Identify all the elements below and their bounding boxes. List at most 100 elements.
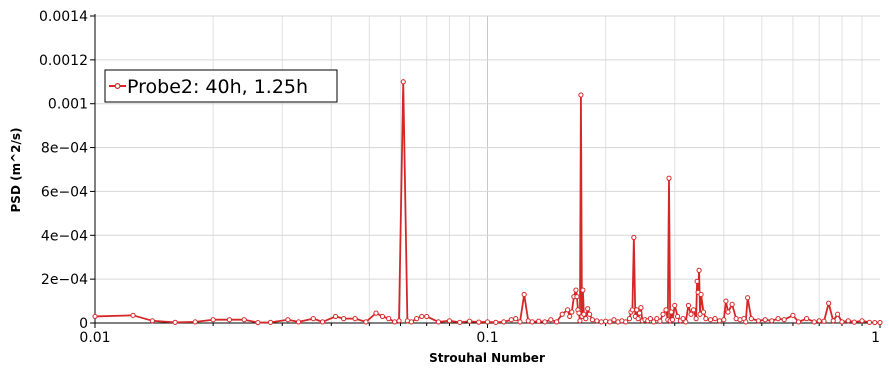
data-point [341,316,347,322]
y-tick-label: 0.001 [48,97,88,113]
data-point [542,319,548,325]
data-point [565,307,571,313]
data-point [583,316,589,322]
data-point [712,316,718,322]
data-point [267,319,274,325]
data-point [660,311,666,317]
data-point [352,316,358,322]
data-point [748,316,754,322]
data-point [851,319,857,325]
data-point [400,79,406,85]
data-point [688,311,694,317]
data-point [700,309,707,315]
data-point [725,309,731,315]
data-point [386,316,392,322]
data-point [573,287,579,293]
data-point [835,311,841,317]
data-point [585,306,591,312]
y-tick-label: 6e−04 [41,184,88,200]
y-tick-label: 0 [79,316,88,332]
data-point [574,294,580,300]
data-point [703,316,709,322]
data-point [872,319,878,326]
data-point [631,234,637,241]
data-point [192,319,198,325]
data-point [821,318,827,324]
data-point [536,318,542,324]
data-point [285,317,291,323]
data-point [781,317,787,323]
data-point [493,319,499,325]
tick-labels: 0 2e−04 4e−04 6e−04 8e−04 0.001 0.0012 0.0014 0.… [39,9,880,346]
data-point [424,313,430,320]
data-point [762,317,768,323]
data-point [654,316,660,322]
data-point [569,309,575,315]
data-point [729,301,735,307]
y-tick-label: 2e−04 [41,272,88,288]
legend-box [104,69,338,103]
data-point [636,310,643,316]
y-tick-label: 8e−04 [41,141,88,157]
data-point [634,307,640,313]
data-point [723,298,729,304]
data-point [769,318,775,324]
data-point [674,313,681,320]
data-point [693,316,699,322]
data-point [548,317,554,323]
data-point [594,318,600,324]
data-point [319,319,326,325]
data-point [414,316,420,322]
x-axis-label: Strouhal Number [429,351,545,365]
data-point [255,319,261,326]
data-point [332,313,339,320]
data-point [508,317,514,323]
data-point [672,302,678,309]
data-point [419,313,425,320]
data-point [607,319,613,325]
data-point [466,318,473,324]
data-point [626,316,633,322]
data-point [629,307,636,313]
data-point [580,287,586,293]
data-point [295,319,302,325]
data-point [635,316,641,322]
y-tick-label: 0.0012 [39,53,88,69]
data-point [683,319,689,325]
data-point [476,319,482,325]
data-point [130,312,136,318]
data-point [663,307,669,313]
data-point [210,317,216,323]
y-axis-label: PSD (m^2/s) [9,128,23,213]
data-point [149,318,155,324]
data-point [603,318,609,324]
data-point [581,311,587,317]
data-point [775,316,781,322]
data-point [446,318,453,324]
data-point [743,319,749,325]
data-point [598,319,604,325]
grid-lines [94,15,880,324]
data-point [576,310,582,316]
data-point [680,316,686,322]
y-tick-label: 4e−04 [41,228,88,244]
data-point [866,319,873,325]
data-point [859,318,865,324]
data-point [241,317,247,323]
data-point [745,295,751,301]
data-point [707,317,714,323]
data-point [690,307,697,313]
data-point [484,319,491,325]
data-point [698,291,704,298]
data-point [721,317,727,323]
data-point [611,317,617,323]
data-point [623,319,629,325]
data-point [226,317,233,323]
data-point [638,305,644,311]
data-point [826,300,832,306]
data-point [517,319,523,325]
data-point [694,278,700,284]
data-point [435,319,442,325]
